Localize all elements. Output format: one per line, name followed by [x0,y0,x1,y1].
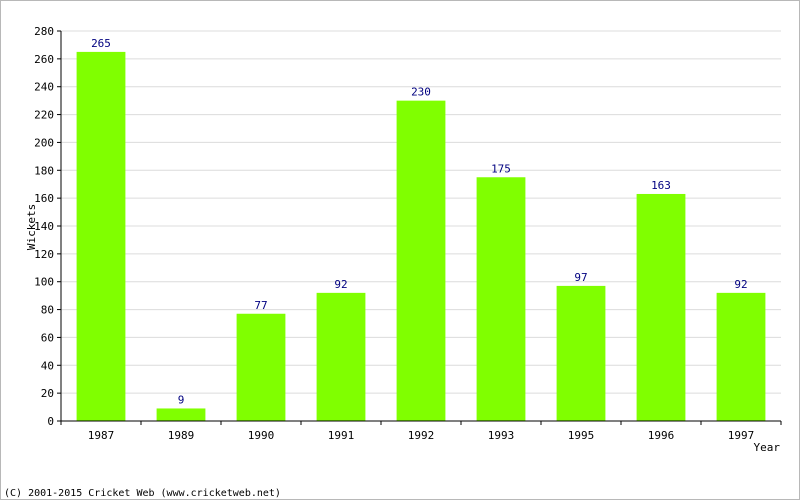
y-tick-label: 200 [34,136,54,149]
copyright-text: (C) 2001-2015 Cricket Web (www.cricketwe… [4,488,281,499]
y-axis-title: Wickets [25,204,38,250]
x-tick-label: 1997 [728,429,755,442]
data-label: 9 [178,393,185,406]
y-tick-label: 80 [41,304,54,317]
x-tick-label: 1993 [488,429,515,442]
y-tick-label: 140 [34,220,54,233]
x-axis-title: Year [754,441,781,454]
bar-1995 [556,285,606,421]
data-label: 163 [651,179,671,192]
bar-1993 [476,177,526,421]
data-label: 92 [334,278,347,291]
y-tick-label: 260 [34,53,54,66]
bar-1989 [156,408,206,421]
x-tick-label: 1996 [648,429,675,442]
bar-1992 [396,100,446,422]
y-tick-label: 220 [34,109,54,122]
data-labels: 265 9 77 92 230 175 97 163 92 [91,37,748,407]
data-label: 97 [574,271,587,284]
x-tick-label: 1989 [168,429,195,442]
bar-1987 [76,51,126,422]
data-label: 92 [734,278,747,291]
y-tick-label: 0 [47,415,54,428]
data-label: 230 [411,86,431,99]
x-tick-label: 1987 [88,429,115,442]
y-tick-label: 20 [41,387,54,400]
bars [76,51,766,422]
y-tick-label: 100 [34,276,54,289]
y-tick-labels: 0 20 40 60 80 100 120 140 160 180 200 220 240 260 280 [34,25,61,428]
y-tick-label: 120 [34,248,54,261]
x-tick-label: 1990 [248,429,275,442]
x-tick-label: 1991 [328,429,355,442]
y-tick-label: 240 [34,81,54,94]
data-label: 175 [491,162,511,175]
y-tick-label: 60 [41,331,54,344]
bar-1990 [236,313,286,421]
y-tick-label: 160 [34,192,54,205]
x-tick-labels: 1987 1989 1990 1991 1992 1993 1995 1996 1997 [60,421,782,442]
y-tick-label: 180 [34,164,54,177]
x-tick-label: 1992 [408,429,435,442]
y-tick-label: 40 [41,359,54,372]
data-label: 265 [91,37,111,50]
bar-1997 [716,292,766,421]
x-tick-label: 1995 [568,429,595,442]
bar-1996 [636,193,686,421]
bar-1991 [316,292,366,421]
data-label: 77 [254,299,267,312]
y-tick-label: 280 [34,25,54,38]
